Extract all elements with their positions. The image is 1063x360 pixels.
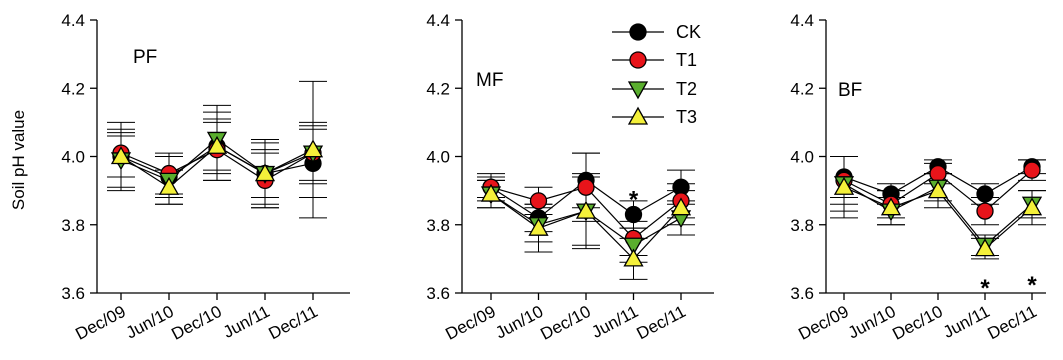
data-point-t1 [1023, 161, 1041, 179]
panel-label: PF [133, 47, 157, 68]
data-point-t3 [575, 200, 597, 219]
legend-label: CK [676, 22, 701, 42]
x-tick-label: Dec/10 [537, 302, 593, 344]
x-tick-label: Dec/09 [442, 302, 498, 344]
legend-marker-ck [629, 23, 647, 41]
data-point-t3 [623, 248, 644, 267]
data-point-ck [624, 205, 643, 224]
data-point-ck [976, 185, 994, 203]
y-tick-label: 4.0 [790, 148, 814, 167]
panel-label: BF [838, 80, 862, 101]
legend-label: T3 [676, 107, 697, 127]
x-tick-label: Jun/11 [940, 302, 993, 342]
y-tick-label: 4.4 [61, 11, 85, 30]
y-tick-label: 4.0 [426, 148, 450, 167]
x-tick-label: Dec/11 [266, 302, 321, 343]
significance-asterisk: * [629, 186, 639, 213]
legend-marker-t3 [627, 106, 649, 125]
data-point-t3 [480, 183, 502, 202]
significance-asterisk: * [980, 275, 990, 302]
data-point-t3 [1021, 197, 1043, 216]
y-tick-label: 4.2 [61, 79, 85, 98]
legend-item-t3: T3 [612, 106, 697, 127]
legend-label: T2 [676, 79, 697, 99]
y-tick-label: 4.4 [426, 11, 450, 30]
y-tick-label: 3.8 [426, 216, 450, 235]
data-point-t2 [623, 237, 644, 256]
x-tick-label: Jun/10 [492, 302, 546, 343]
x-tick-label: Dec/11 [634, 302, 689, 343]
data-point-t3 [880, 197, 902, 216]
data-point-t3 [254, 163, 276, 182]
panel-label: MF [476, 70, 503, 91]
x-tick-label: Jun/11 [220, 302, 273, 342]
y-tick-label: 3.6 [790, 284, 814, 303]
legend-marker-t2 [627, 81, 649, 100]
y-tick-label: 4.0 [61, 148, 85, 167]
panel-pf: 3.6 3.8 4.0 4.2 4.4 Dec/09Jun/10Dec/10Jun/11D… [61, 11, 350, 344]
panel-bf: 3.6 3.8 4.0 4.2 4.4 Dec/09Jun/10Dec/10Jun/11D… [790, 11, 1046, 344]
y-tick-label: 4.2 [790, 79, 814, 98]
legend-item-t1: T1 [612, 50, 697, 70]
x-tick-label: Jun/10 [845, 302, 899, 343]
x-tick-label: Jun/10 [123, 302, 177, 343]
x-tick-label: Dec/10 [889, 302, 945, 344]
y-tick-label: 3.6 [426, 284, 450, 303]
y-tick-label: 3.8 [61, 216, 85, 235]
x-tick-label: Dec/10 [168, 302, 224, 344]
legend-marker-t1 [629, 51, 647, 69]
significance-asterisk: * [1027, 272, 1037, 299]
x-tick-label: Jun/11 [589, 302, 642, 342]
data-point-t1 [529, 192, 548, 210]
legend: CK T1 T2 T3 [612, 22, 701, 127]
data-point-t3 [670, 197, 692, 216]
legend-label: T1 [676, 50, 697, 70]
data-point-t3 [528, 217, 549, 236]
y-tick-label: 3.8 [790, 216, 814, 235]
y-axis-title: Soil pH value [9, 110, 28, 210]
x-tick-label: Dec/09 [795, 302, 851, 344]
data-point-t3 [206, 135, 228, 154]
legend-item-ck: CK [612, 22, 701, 42]
y-tick-label: 4.4 [790, 11, 814, 30]
y-tick-label: 4.2 [426, 79, 450, 98]
data-point-t3 [302, 139, 324, 158]
data-point-t1 [929, 164, 947, 183]
x-tick-label: Dec/11 [985, 302, 1040, 343]
data-point-t1 [577, 178, 595, 196]
data-point-t3 [927, 180, 949, 199]
data-point-t3 [158, 176, 180, 195]
y-tick-label: 3.6 [61, 284, 85, 303]
panel-mf: 3.6 3.8 4.0 4.2 4.4 Dec/09Jun/10Dec/10Jun/11D… [426, 11, 714, 344]
data-point-t3 [110, 146, 132, 165]
data-point-t3 [974, 238, 996, 257]
data-point-t1 [976, 202, 994, 220]
legend-item-t2: T2 [612, 79, 697, 100]
x-tick-label: Dec/09 [72, 302, 128, 344]
data-point-t3 [833, 176, 855, 195]
